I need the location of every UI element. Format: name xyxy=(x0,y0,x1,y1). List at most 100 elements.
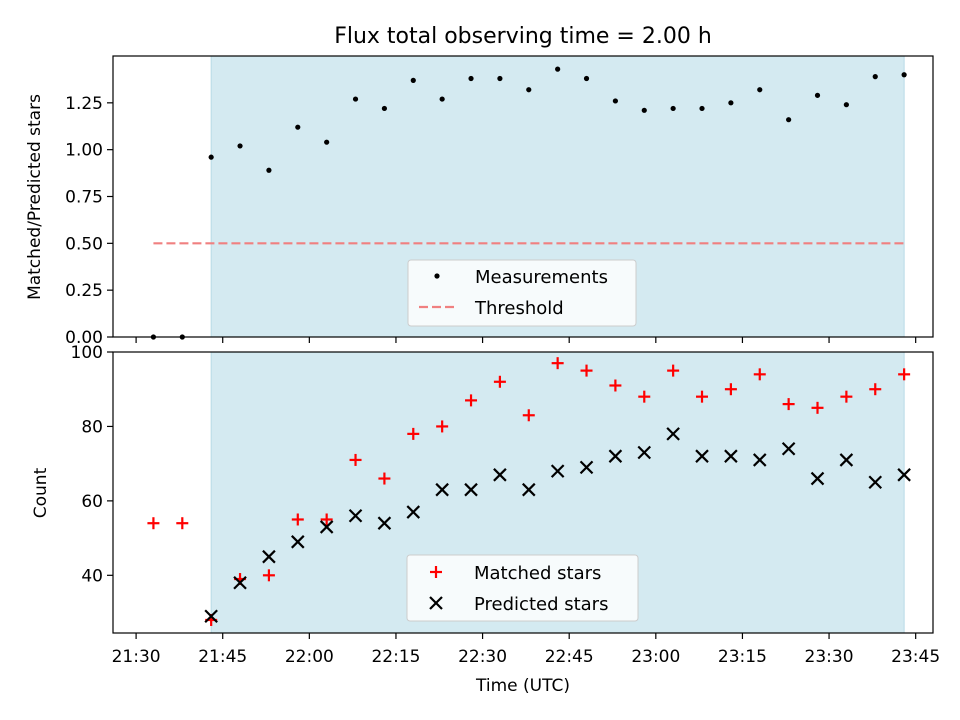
matched-star-point xyxy=(493,375,506,388)
predicted-star-point xyxy=(521,482,536,497)
top-x-ticks xyxy=(135,337,917,343)
predicted-star-point xyxy=(493,468,507,482)
top-y-tick-label: 0.75 xyxy=(65,188,103,208)
bottom-x-ticks: 21:30 21:45 22:00 22:15 22:30 22:45 23:00 23:15… xyxy=(112,633,940,667)
measurements-legend-marker xyxy=(434,273,440,279)
x-tick-label: 22:15 xyxy=(371,647,420,667)
matched-star-point xyxy=(580,364,593,377)
measurement-point xyxy=(266,167,272,173)
matched-star-point xyxy=(753,368,766,381)
measurement-point xyxy=(901,72,907,78)
predicted-star-point xyxy=(781,441,796,456)
predicted-star-point xyxy=(262,549,276,564)
matched-star-point xyxy=(667,364,680,377)
matched-star-point xyxy=(436,420,449,433)
top-y-tick-label: 1.25 xyxy=(65,94,103,114)
measurement-point xyxy=(612,98,618,104)
matched-star-point xyxy=(638,390,651,403)
x-tick-label: 23:15 xyxy=(718,647,767,667)
matched-star-point xyxy=(147,517,160,530)
x-tick-label: 22:30 xyxy=(458,647,507,667)
matched-star-point xyxy=(869,383,882,396)
legend-measurements: Measurements xyxy=(475,267,608,288)
x-tick-label: 22:00 xyxy=(285,647,334,667)
matched-star-point xyxy=(262,569,275,582)
measurement-point xyxy=(699,105,705,112)
matched-star-point xyxy=(609,379,622,392)
x-tick-label: 21:30 xyxy=(112,647,161,667)
bottom-panel: 40 60 80 100 21:30 21:45 22:00 22:15 22:30 22:45… xyxy=(31,343,940,696)
predicted-star-point xyxy=(897,468,911,482)
x-tick-label: 23:45 xyxy=(891,647,940,667)
predicted-star-point xyxy=(550,464,565,478)
predicted-star-point xyxy=(579,460,594,475)
top-panel: 0.00 0.25 0.50 0.75 1.00 1.25 Matched/Predict… xyxy=(25,55,934,348)
x-tick-label: 22:45 xyxy=(545,647,594,667)
legend-matched-stars: Matched stars xyxy=(474,563,601,584)
measurement-point xyxy=(583,75,590,82)
predicted-star-point xyxy=(464,482,478,497)
measurement-point xyxy=(641,107,647,113)
matched-star-point xyxy=(522,409,535,422)
bottom-legend: Matched stars Predicted stars xyxy=(406,554,639,622)
predicted-stars-points xyxy=(204,427,911,624)
matched-star-point xyxy=(724,383,737,396)
matched-star-point xyxy=(349,453,362,466)
bottom-y-tick-label: 40 xyxy=(81,566,103,586)
predicted-star-point xyxy=(435,482,449,497)
predicted-star-point xyxy=(695,449,709,463)
chart-title: Flux total observing time = 2.00 h xyxy=(334,24,712,49)
measurement-point xyxy=(381,105,388,112)
matched-star-point xyxy=(291,513,304,526)
matched-star-point xyxy=(407,427,420,440)
bottom-y-tick-label: 60 xyxy=(81,492,103,512)
measurement-point xyxy=(526,87,532,93)
bottom-axes-frame xyxy=(112,351,934,634)
predicted-star-point xyxy=(204,609,218,624)
matched-star-point xyxy=(811,401,824,414)
measurement-point xyxy=(439,96,445,102)
predicted-star-point xyxy=(406,505,421,519)
predicted-legend-marker xyxy=(429,596,443,610)
matched-star-point xyxy=(696,390,709,403)
measurement-point xyxy=(352,96,359,102)
measurement-point xyxy=(872,74,878,80)
predicted-star-point xyxy=(377,516,392,530)
predicted-star-point xyxy=(608,449,623,463)
top-y-tick-label: 0.00 xyxy=(65,328,103,348)
top-legend: Measurements Threshold xyxy=(407,259,637,327)
matched-star-point xyxy=(320,513,333,526)
measurement-point xyxy=(295,124,301,130)
predicted-star-point xyxy=(291,535,305,549)
top-y-tick-label: 1.00 xyxy=(65,141,103,161)
measurement-point xyxy=(814,92,821,98)
predicted-star-point xyxy=(233,575,247,590)
measurement-point xyxy=(555,66,561,72)
legend-threshold: Threshold xyxy=(474,298,564,319)
legend-predicted-stars: Predicted stars xyxy=(474,594,608,615)
measurement-point xyxy=(208,154,214,160)
measurement-point xyxy=(410,77,416,83)
x-tick-label: 23:30 xyxy=(805,647,854,667)
matched-star-point xyxy=(378,472,391,485)
measurement-point xyxy=(670,105,676,112)
measurement-point xyxy=(497,75,503,82)
top-y-ticks: 0.00 0.25 0.50 0.75 1.00 1.25 xyxy=(65,94,113,348)
predicted-star-point xyxy=(348,508,363,523)
matched-star-point xyxy=(840,390,853,403)
x-axis-label: Time (UTC) xyxy=(475,676,570,696)
measurement-point xyxy=(237,143,243,149)
measurement-point xyxy=(843,102,849,108)
matched-star-point xyxy=(551,357,564,370)
measurement-point xyxy=(324,139,330,145)
predicted-star-point xyxy=(666,427,680,441)
predicted-star-point xyxy=(752,453,767,467)
bottom-y-tick-label: 80 xyxy=(81,417,103,437)
measurement-point xyxy=(728,100,734,106)
predicted-star-point xyxy=(724,449,738,463)
matched-star-point xyxy=(782,398,795,411)
measurement-point xyxy=(468,75,474,82)
bottom-legend-box xyxy=(406,554,639,622)
bottom-y-ticks: 40 60 80 100 xyxy=(71,343,113,586)
